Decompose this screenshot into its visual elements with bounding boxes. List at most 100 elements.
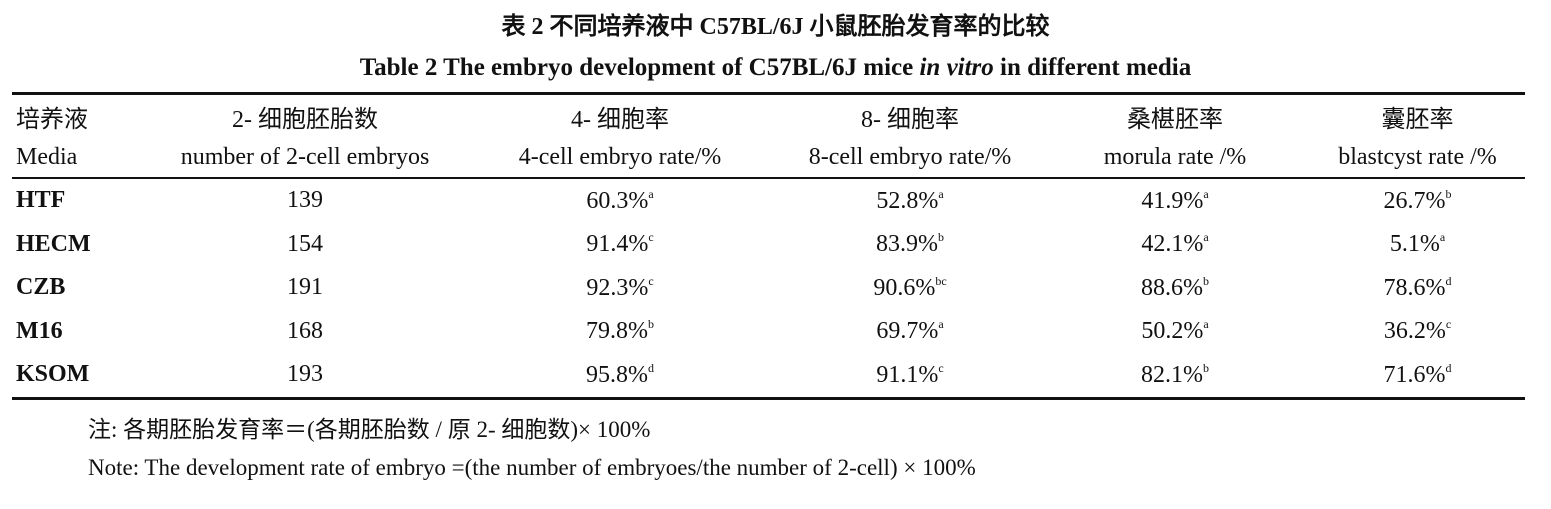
title-italic: in vitro <box>919 54 994 81</box>
significance-mark: a <box>1203 317 1209 332</box>
data-table: 培养液 2- 细胞胚胎数 4- 细胞率 8- 细胞率 桑椹胚率 囊胚率 Media numbe… <box>12 92 1525 400</box>
significance-mark: d <box>1445 360 1452 375</box>
table-cell: 60.3%a <box>460 178 780 223</box>
cell-value: 82.1% <box>1141 361 1203 388</box>
header-cell: 8- 细胞率 <box>780 92 1040 137</box>
table-cell: 95.8%d <box>460 353 780 400</box>
title-zh: 表 2 不同培养液中 C57BL/6J 小鼠胚胎发育率的比较 <box>501 14 1050 40</box>
cell-value: 191 <box>287 274 323 301</box>
cell-value: 91.4% <box>586 231 649 258</box>
header-cell: Media <box>12 137 150 179</box>
header-row: 培养液 2- 细胞胚胎数 4- 细胞率 8- 细胞率 桑椹胚率 囊胚率 <box>12 92 1525 137</box>
table-cell: 71.6%d <box>1310 353 1525 400</box>
header-cell: 2- 细胞胚胎数 <box>150 92 460 137</box>
table-cell: 83.9%b <box>780 223 1040 267</box>
note-zh: 注: 各期胚胎发育率＝(各期胚胎数 / 原 2- 细胞数)× 100% <box>88 417 651 442</box>
table-cell: 36.2%c <box>1310 310 1525 354</box>
table-cell: 191 <box>150 266 460 310</box>
table-cell: HECM <box>12 223 150 267</box>
table-cell: 91.4%c <box>460 223 780 267</box>
title-part: Table 2 The embryo development of C57BL/… <box>359 54 920 81</box>
table-cell: 90.6%bc <box>780 266 1040 310</box>
table-head: 培养液 2- 细胞胚胎数 4- 细胞率 8- 细胞率 桑椹胚率 囊胚率 Media numbe… <box>12 92 1525 179</box>
table-cell: 78.6%d <box>1310 266 1525 310</box>
table-cell: 79.8%b <box>460 310 780 354</box>
cell-value: 50.2% <box>1141 318 1204 345</box>
table-cell: 139 <box>150 178 460 223</box>
cell-value: 26.7% <box>1383 187 1446 214</box>
cell-value: 36.2% <box>1383 318 1446 345</box>
significance-mark: a <box>938 317 944 332</box>
significance-mark: d <box>1445 273 1452 288</box>
table-cell: 193 <box>150 353 460 400</box>
table-cell: 41.9%a <box>1040 178 1310 223</box>
header-cell: blastcyst rate /% <box>1310 137 1525 179</box>
cell-value: 92.3% <box>586 274 649 301</box>
cell-value: CZB <box>16 274 66 301</box>
significance-mark: a <box>1439 230 1446 245</box>
table-cell: HTF <box>12 178 150 223</box>
cell-value: 88.6% <box>1141 274 1203 301</box>
header-cell: 囊胚率 <box>1310 92 1525 137</box>
header-row: Media number of 2-cell embryos 4-cell embr… <box>12 137 1525 179</box>
table-row: KSOM 193 95.8%d 91.1%c 82.1%b 71.6%d <box>12 353 1525 400</box>
table-cell: 52.8%a <box>780 178 1040 223</box>
cell-value: 139 <box>287 187 323 214</box>
table-row: HECM 154 91.4%c 83.9%b 42.1%a 5.1%a <box>12 223 1525 267</box>
cell-value: 42.1% <box>1141 231 1204 258</box>
significance-mark: b <box>1203 273 1209 288</box>
cell-value: 91.1% <box>876 361 939 388</box>
table-row: M16 168 79.8%b 69.7%a 50.2%a 36.2%c <box>12 310 1525 354</box>
header-cell: 培养液 <box>12 92 150 137</box>
table-cell: 5.1%a <box>1310 223 1525 267</box>
cell-value: 83.9% <box>876 231 938 258</box>
cell-value: 154 <box>287 230 323 257</box>
table-cell: 88.6%b <box>1040 266 1310 310</box>
significance-mark: a <box>648 186 654 201</box>
cell-value: 168 <box>287 317 323 344</box>
table-cell: 42.1%a <box>1040 223 1310 267</box>
cell-value: 79.8% <box>586 318 648 345</box>
cell-value: KSOM <box>16 361 90 388</box>
cell-value: 90.6% <box>873 274 936 301</box>
title-part: in different media <box>993 54 1192 81</box>
table-row: CZB 191 92.3%c 90.6%bc 88.6%b 78.6%d <box>12 266 1525 310</box>
table-cell: KSOM <box>12 353 150 400</box>
table-cell: 168 <box>150 310 460 354</box>
table-cell: 92.3%c <box>460 266 780 310</box>
table-cell: 26.7%b <box>1310 178 1525 223</box>
header-cell: 桑椹胚率 <box>1040 92 1310 137</box>
significance-mark: c <box>648 273 654 288</box>
table-cell: 82.1%b <box>1040 353 1310 400</box>
significance-mark: bc <box>935 273 947 288</box>
cell-value: HECM <box>16 230 91 257</box>
table-cell: 50.2%a <box>1040 310 1310 354</box>
cell-value: 71.6% <box>1383 361 1446 388</box>
header-cell: 4- 细胞率 <box>460 92 780 137</box>
significance-mark: d <box>648 360 654 375</box>
significance-mark: c <box>648 230 654 245</box>
note-en: Note: The development rate of embryo =(t… <box>88 455 976 480</box>
significance-mark: c <box>938 360 944 375</box>
table-cell: M16 <box>12 310 150 354</box>
cell-value: 52.8% <box>876 187 939 214</box>
table-row: HTF 139 60.3%a 52.8%a 41.9%a 26.7%b <box>12 178 1525 223</box>
significance-mark: a <box>1203 230 1209 245</box>
table-cell: 69.7%a <box>780 310 1040 354</box>
table-body: HTF 139 60.3%a 52.8%a 41.9%a 26.7%b HECM 154 91.… <box>12 178 1525 400</box>
significance-mark: a <box>938 186 944 201</box>
header-cell: 4-cell embryo rate/% <box>460 137 780 179</box>
cell-value: 193 <box>287 361 323 388</box>
table-cell: 91.1%c <box>780 353 1040 400</box>
cell-value: 60.3% <box>586 187 649 214</box>
table-cell: CZB <box>12 266 150 310</box>
cell-value: HTF <box>16 187 66 214</box>
title-en: Table 2 The embryo development of C57BL/… <box>0 54 1551 82</box>
header-cell: number of 2-cell embryos <box>150 137 460 179</box>
table-cell: 154 <box>150 223 460 267</box>
significance-mark: a <box>1203 186 1209 201</box>
cell-value: 41.9% <box>1141 187 1204 214</box>
cell-value: 78.6% <box>1383 274 1446 301</box>
header-cell: 8-cell embryo rate/% <box>780 137 1040 179</box>
